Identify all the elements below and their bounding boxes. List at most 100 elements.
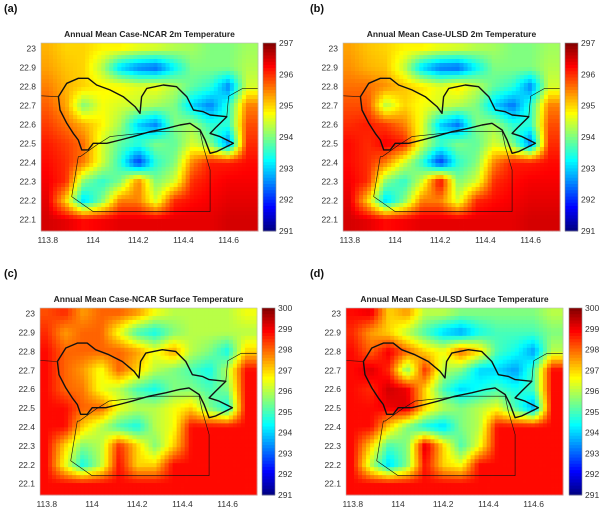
heatmap-cell bbox=[543, 175, 549, 180]
heatmap-cell bbox=[355, 215, 360, 220]
heatmap-cell bbox=[415, 159, 420, 164]
heatmap-cell bbox=[547, 71, 553, 76]
heatmap-cell bbox=[177, 151, 183, 156]
heatmap-cell bbox=[189, 135, 195, 140]
heatmap-cell bbox=[523, 47, 529, 52]
heatmap-cell bbox=[189, 67, 195, 72]
heatmap-cell bbox=[551, 47, 557, 52]
heatmap-cell bbox=[49, 219, 54, 224]
heatmap-cell bbox=[233, 75, 239, 80]
heatmap-cell bbox=[109, 59, 114, 64]
heatmap-cell bbox=[229, 43, 235, 48]
heatmap-cell bbox=[387, 183, 392, 188]
heatmap-cell bbox=[53, 115, 58, 120]
heatmap-cell bbox=[351, 87, 356, 92]
heatmap-cell bbox=[459, 119, 464, 124]
heatmap-cell bbox=[133, 163, 138, 168]
heatmap-cell bbox=[93, 227, 98, 232]
heatmap-cell bbox=[443, 155, 448, 160]
heatmap-cell bbox=[117, 111, 122, 116]
heatmap-cell bbox=[431, 155, 436, 160]
heatmap-cell bbox=[535, 95, 541, 100]
heatmap-cell bbox=[161, 187, 166, 192]
heatmap-cell bbox=[463, 67, 468, 72]
heatmap-cell bbox=[49, 43, 54, 48]
heatmap-cell bbox=[141, 87, 146, 92]
heatmap-cell bbox=[551, 155, 557, 160]
heatmap-cell bbox=[133, 139, 138, 144]
heatmap-cell bbox=[383, 195, 388, 200]
panel-label-a: (a) bbox=[4, 3, 18, 15]
heatmap-cell bbox=[49, 47, 54, 52]
heatmap-cell bbox=[221, 55, 227, 60]
heatmap-cell bbox=[499, 63, 505, 68]
heatmap-cell bbox=[73, 147, 78, 152]
heatmap-cell bbox=[65, 127, 70, 132]
heatmap-cell bbox=[93, 95, 98, 100]
heatmap-cell bbox=[435, 103, 440, 108]
heatmap-cell bbox=[205, 195, 211, 200]
heatmap-cell bbox=[531, 155, 537, 160]
heatmap-cell bbox=[105, 219, 110, 224]
heatmap-cell bbox=[109, 91, 114, 96]
heatmap-cell bbox=[499, 55, 505, 60]
heatmap-cell bbox=[41, 91, 46, 96]
heatmap-cell bbox=[547, 187, 553, 192]
heatmap-cell bbox=[371, 99, 376, 104]
heatmap-cell bbox=[149, 199, 154, 204]
heatmap-cell bbox=[145, 111, 150, 116]
heatmap-cell bbox=[117, 195, 122, 200]
heatmap-cell bbox=[511, 71, 517, 76]
heatmap-cell bbox=[237, 43, 243, 48]
heatmap-cell bbox=[399, 71, 404, 76]
heatmap-cell bbox=[367, 79, 372, 84]
heatmap-cell bbox=[419, 203, 424, 208]
heatmap-cell bbox=[145, 227, 150, 232]
heatmap-cell bbox=[109, 95, 114, 100]
heatmap-cell bbox=[121, 171, 126, 176]
heatmap-cell bbox=[233, 115, 239, 120]
heatmap-cell bbox=[165, 155, 170, 160]
heatmap-cell bbox=[415, 67, 420, 72]
heatmap-cell bbox=[403, 159, 408, 164]
heatmap-cell bbox=[145, 195, 150, 200]
heatmap-cell bbox=[213, 99, 219, 104]
heatmap-cell bbox=[495, 211, 501, 216]
heatmap-cell bbox=[45, 47, 50, 52]
heatmap-cell bbox=[217, 131, 223, 136]
heatmap-cell bbox=[523, 55, 529, 60]
heatmap-cell bbox=[237, 111, 243, 116]
heatmap-cell bbox=[41, 55, 46, 60]
heatmap-cell bbox=[225, 195, 231, 200]
heatmap-cell bbox=[45, 111, 50, 116]
heatmap-cell bbox=[189, 75, 195, 80]
heatmap-cell bbox=[129, 159, 134, 164]
heatmap-cell bbox=[101, 47, 106, 52]
heatmap-cell bbox=[443, 59, 448, 64]
heatmap-cell bbox=[411, 115, 416, 120]
heatmap-cell bbox=[73, 227, 78, 232]
heatmap-cell bbox=[61, 127, 66, 132]
heatmap-cell bbox=[113, 227, 118, 232]
heatmap-cell bbox=[121, 155, 126, 160]
heatmap-cell bbox=[205, 43, 211, 48]
heatmap-cell bbox=[375, 79, 380, 84]
heatmap-cell bbox=[527, 135, 533, 140]
heatmap-cell bbox=[173, 171, 179, 176]
heatmap-cell bbox=[85, 83, 90, 88]
heatmap-cell bbox=[173, 187, 179, 192]
heatmap-cell bbox=[217, 151, 223, 156]
heatmap-cell bbox=[455, 203, 460, 208]
heatmap-cell bbox=[245, 223, 251, 228]
heatmap-cell bbox=[523, 103, 529, 108]
heatmap-cell bbox=[113, 79, 118, 84]
heatmap-cell bbox=[229, 79, 235, 84]
heatmap-cell bbox=[391, 163, 396, 168]
heatmap-cell bbox=[451, 43, 456, 48]
heatmap-cell bbox=[395, 55, 400, 60]
heatmap-cell bbox=[233, 151, 239, 156]
heatmap-cell bbox=[387, 195, 392, 200]
heatmap-cell bbox=[399, 67, 404, 72]
heatmap-cell bbox=[399, 87, 404, 92]
heatmap-cell bbox=[375, 59, 380, 64]
